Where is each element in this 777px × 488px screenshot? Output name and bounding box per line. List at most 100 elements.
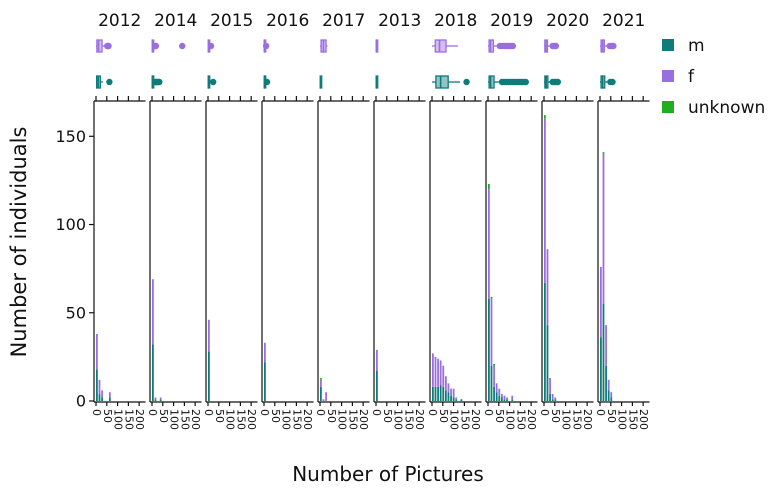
bar-m: [506, 399, 508, 401]
x-tick-label: 150: [346, 409, 359, 430]
box-outlier: [105, 42, 112, 50]
bar-m: [154, 399, 157, 401]
bar-m: [600, 337, 602, 401]
box-outlier: [152, 42, 160, 50]
x-tick-label: 100: [168, 409, 181, 430]
bar-f: [500, 393, 503, 398]
x-tick-label: 150: [458, 409, 471, 430]
bar-m: [442, 386, 445, 401]
bar-f: [610, 392, 613, 398]
panel-title: 2021: [602, 11, 645, 31]
bar-m: [101, 397, 103, 401]
bar-f: [152, 279, 154, 345]
panel-title: 2012: [98, 11, 141, 31]
bar-m: [546, 325, 549, 401]
x-tick-label: 200: [525, 409, 538, 430]
boxplot-f: [151, 39, 186, 53]
bar-f: [444, 376, 447, 391]
boxplot-m: [375, 75, 379, 89]
box-iqr: [434, 39, 447, 53]
bar-f: [551, 393, 554, 400]
x-tick-label: 0: [90, 409, 103, 416]
bar-m: [444, 390, 447, 401]
bar-f: [98, 379, 101, 394]
bar-f: [432, 353, 434, 387]
bar-f: [455, 397, 458, 400]
bar-m: [439, 385, 442, 401]
x-tick-label: 200: [469, 409, 482, 430]
bar-f: [154, 397, 157, 400]
bar-m: [437, 386, 439, 401]
x-tick-label: 50: [549, 409, 562, 423]
boxplot-m: [544, 75, 562, 89]
x-tick-label: 0: [202, 409, 215, 416]
x-tick-label: 100: [504, 409, 517, 430]
x-tick-label: 200: [357, 409, 370, 430]
boxplot-f: [207, 39, 215, 53]
panels-group: 2012050100150200201405010015020020150501…: [90, 11, 650, 430]
bar-m: [488, 298, 490, 401]
x-tick-label: 0: [258, 409, 271, 416]
bar-f: [498, 388, 501, 396]
x-tick-label: 100: [336, 409, 349, 430]
bar-m: [602, 303, 605, 401]
bar-f: [549, 378, 551, 394]
bar-f: [264, 342, 266, 363]
x-tick-label: 0: [370, 409, 383, 416]
boxplot-m: [95, 75, 113, 89]
box-outlier: [207, 42, 215, 50]
box-outlier: [522, 78, 529, 86]
bar-unknown: [488, 183, 490, 190]
box-outlier: [262, 42, 270, 50]
x-tick-label: 50: [381, 409, 394, 423]
box-outlier: [106, 78, 113, 86]
boxplot-m: [488, 75, 529, 89]
box-outlier: [463, 78, 470, 86]
x-tick-label: 200: [189, 409, 202, 430]
bar-f: [437, 358, 439, 387]
boxplot-f: [432, 39, 458, 53]
box-iqr: [488, 75, 495, 89]
bar-f: [503, 395, 506, 400]
bar-m: [511, 399, 514, 401]
bar-m: [152, 344, 154, 401]
x-tick-label: 0: [146, 409, 159, 416]
boxplot-m: [151, 75, 163, 89]
bar-f: [101, 390, 103, 398]
x-tick-label: 0: [538, 409, 551, 416]
boxplot-f: [96, 39, 112, 53]
bar-unknown: [602, 152, 605, 154]
x-tick-label: 100: [560, 409, 573, 430]
x-tick-label: 100: [112, 409, 125, 430]
legend-label-unknown: unknown: [688, 98, 765, 118]
box-outlier: [610, 42, 617, 50]
bar-m: [493, 386, 495, 401]
x-tick-label: 50: [493, 409, 506, 423]
bar-m: [610, 397, 613, 401]
boxplot-f: [600, 39, 617, 53]
box-outlier: [209, 78, 217, 86]
x-tick-label: 200: [413, 409, 426, 430]
boxplot-f: [320, 39, 328, 53]
x-tick-label: 100: [448, 409, 461, 430]
bar-f: [493, 365, 495, 387]
panel-title: 2016: [266, 11, 309, 31]
bar-m: [98, 393, 101, 401]
bar-m: [549, 393, 551, 401]
bar-f: [511, 395, 514, 400]
bar-m: [551, 399, 554, 401]
bar-f: [544, 118, 546, 283]
bar-f: [376, 349, 378, 371]
bar-f: [452, 388, 455, 398]
bar-m: [447, 392, 450, 401]
bar-m: [460, 399, 463, 401]
bar-f: [96, 333, 98, 370]
legend-swatch-m: [662, 39, 674, 51]
panel-title: 2015: [210, 11, 253, 31]
